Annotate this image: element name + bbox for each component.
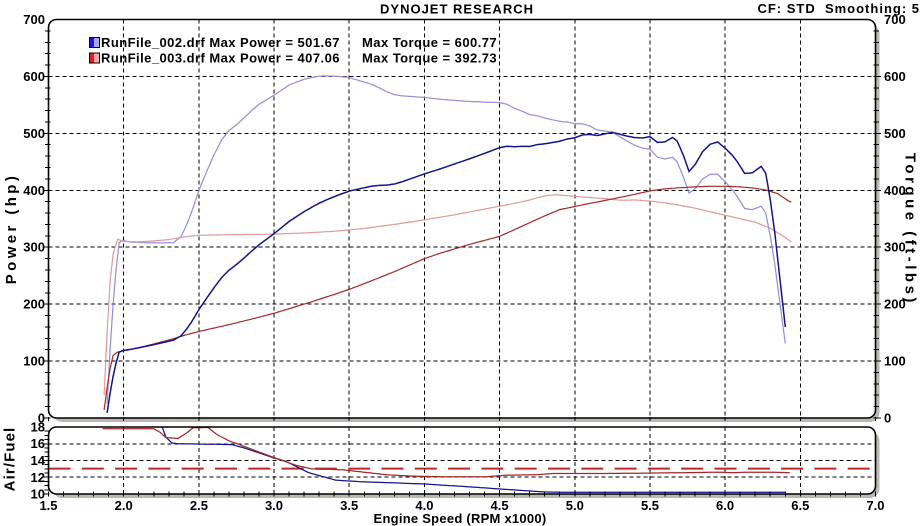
svg-text:16: 16 bbox=[31, 436, 45, 451]
svg-text:300: 300 bbox=[884, 240, 906, 255]
svg-text:7.0: 7.0 bbox=[866, 498, 884, 513]
svg-text:6.5: 6.5 bbox=[791, 498, 809, 513]
svg-text:700: 700 bbox=[23, 12, 45, 27]
svg-text:18: 18 bbox=[31, 420, 45, 435]
svg-text:400: 400 bbox=[884, 183, 906, 198]
svg-text:RunFile_002.drf Max Power = 50: RunFile_002.drf Max Power = 501.67 bbox=[101, 35, 340, 50]
svg-text:600: 600 bbox=[884, 69, 906, 84]
svg-text:12: 12 bbox=[31, 470, 45, 485]
svg-text:0: 0 bbox=[884, 411, 891, 426]
svg-text:10: 10 bbox=[31, 487, 45, 502]
svg-text:1.5: 1.5 bbox=[39, 498, 57, 513]
svg-text:700: 700 bbox=[884, 12, 906, 27]
svg-text:0: 0 bbox=[38, 411, 45, 426]
svg-text:200: 200 bbox=[23, 297, 45, 312]
svg-text:500: 500 bbox=[23, 126, 45, 141]
svg-text:4.0: 4.0 bbox=[415, 498, 433, 513]
svg-text:300: 300 bbox=[23, 240, 45, 255]
svg-text:4.5: 4.5 bbox=[491, 498, 509, 513]
svg-text:100: 100 bbox=[884, 354, 906, 369]
svg-text:400: 400 bbox=[23, 183, 45, 198]
svg-text:5.0: 5.0 bbox=[566, 498, 584, 513]
svg-text:200: 200 bbox=[884, 297, 906, 312]
svg-text:Max Torque = 392.73: Max Torque = 392.73 bbox=[362, 51, 497, 66]
svg-text:Power (hp): Power (hp) bbox=[3, 173, 20, 285]
svg-text:600: 600 bbox=[23, 69, 45, 84]
svg-text:Air/Fuel: Air/Fuel bbox=[2, 427, 19, 492]
svg-text:DYNOJET RESEARCH: DYNOJET RESEARCH bbox=[380, 2, 534, 17]
svg-text:3.0: 3.0 bbox=[265, 498, 283, 513]
svg-text:100: 100 bbox=[23, 354, 45, 369]
svg-text:2.5: 2.5 bbox=[190, 498, 208, 513]
svg-text:Torque (ft-lbs): Torque (ft-lbs) bbox=[902, 153, 919, 306]
svg-text:14: 14 bbox=[31, 453, 46, 468]
svg-text:RunFile_003.drf Max Power = 40: RunFile_003.drf Max Power = 407.06 bbox=[101, 51, 340, 66]
svg-text:Engine Speed (RPM x1000): Engine Speed (RPM x1000) bbox=[374, 511, 547, 526]
svg-text:500: 500 bbox=[884, 126, 906, 141]
svg-text:6.0: 6.0 bbox=[716, 498, 734, 513]
svg-text:3.5: 3.5 bbox=[340, 498, 358, 513]
svg-text:CF: STD Smoothing: 5: CF: STD Smoothing: 5 bbox=[757, 1, 920, 16]
svg-text:2.0: 2.0 bbox=[115, 498, 133, 513]
svg-text:5.5: 5.5 bbox=[641, 498, 659, 513]
svg-text:Max Torque = 600.77: Max Torque = 600.77 bbox=[362, 35, 497, 50]
